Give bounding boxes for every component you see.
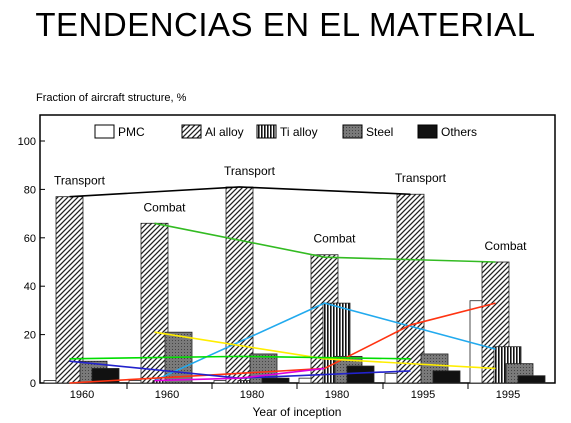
legend-label: Steel: [366, 125, 393, 139]
bar-others: [261, 377, 290, 384]
trend-line: [69, 355, 411, 360]
y-tick-label: 80: [24, 184, 36, 196]
slide-title: TENDENCIAS EN EL MATERIAL: [35, 6, 536, 43]
legend-swatch: [417, 124, 438, 139]
group-label: Combat: [484, 239, 527, 253]
y-tick-label: 100: [18, 136, 36, 148]
group-label: Combat: [143, 200, 186, 214]
legend-label: PMC: [118, 125, 145, 139]
y-tick-label: 60: [24, 233, 36, 245]
bar-others: [346, 365, 375, 384]
trend-line: [69, 186, 411, 198]
legend-label: Ti alloy: [280, 125, 318, 139]
y-tick-label: 20: [24, 330, 36, 342]
x-tick-label: 1960: [155, 389, 179, 401]
bar-al-alloy: [396, 193, 425, 384]
x-tick-label: 1980: [240, 389, 264, 401]
legend-label: Others: [441, 125, 477, 139]
trend-line: [154, 302, 496, 382]
bar-others: [91, 368, 120, 384]
y-axis-label: Fraction of aircraft structure, %: [36, 92, 187, 104]
bar-al-alloy: [140, 222, 169, 384]
legend-swatch: [342, 124, 363, 139]
x-tick-label: 1960: [70, 389, 94, 401]
legend-swatch: [256, 124, 277, 139]
group-label: Transport: [54, 174, 106, 188]
group-label: Transport: [224, 164, 276, 178]
trend-line: [154, 367, 325, 382]
bar-others: [432, 370, 461, 384]
trend-line: [154, 222, 496, 263]
bar-al-alloy: [225, 186, 254, 384]
x-axis-label: Year of inception: [253, 405, 342, 419]
y-tick-label: 40: [24, 281, 36, 293]
group-label: Transport: [395, 171, 447, 185]
legend-swatch: [94, 124, 115, 139]
x-tick-label: 1995: [496, 389, 520, 401]
legend-swatch: [181, 124, 202, 139]
x-tick-label: 1995: [411, 389, 435, 401]
y-tick-label: 0: [30, 378, 36, 390]
trend-line: [154, 331, 496, 370]
bar-others: [517, 375, 546, 384]
legend-label: Al alloy: [205, 125, 244, 139]
group-label: Combat: [313, 232, 356, 246]
x-tick-label: 1980: [325, 389, 349, 401]
bar-al-alloy: [55, 196, 84, 384]
